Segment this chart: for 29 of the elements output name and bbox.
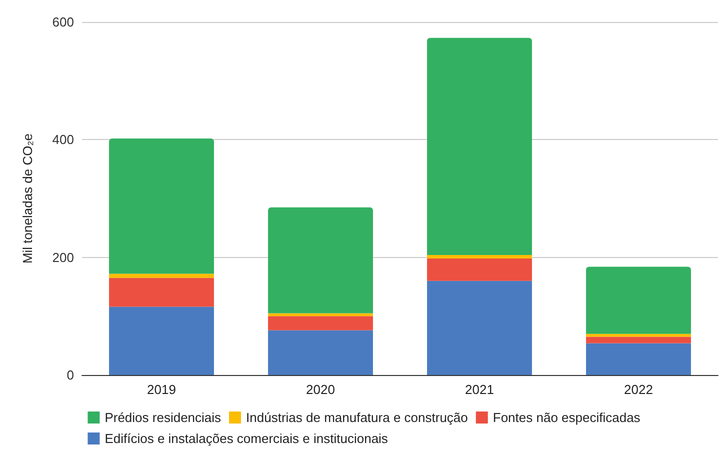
bar bbox=[427, 254, 532, 259]
legend-label: Edifícios e instalações comerciais e institucionais bbox=[104, 431, 388, 446]
legend-label: Indústrias de manufatura e construção bbox=[246, 410, 468, 425]
legend-label: Prédios residenciais bbox=[104, 410, 222, 425]
bar bbox=[427, 258, 532, 281]
bar bbox=[586, 266, 691, 334]
y-tick-label: 400 bbox=[52, 132, 74, 148]
bar bbox=[427, 38, 532, 255]
bar bbox=[109, 278, 214, 307]
x-tick-label: 2022 bbox=[624, 382, 653, 397]
bar bbox=[109, 138, 214, 274]
bar bbox=[586, 334, 691, 337]
bar bbox=[109, 306, 214, 375]
bar bbox=[109, 274, 214, 278]
bar bbox=[268, 313, 373, 316]
y-tick-label: 200 bbox=[52, 250, 74, 265]
legend-label: Fontes não especificadas bbox=[492, 410, 641, 425]
x-tick-label: 2020 bbox=[306, 382, 335, 397]
bar bbox=[268, 207, 373, 314]
y-tick-label: 600 bbox=[52, 14, 74, 30]
bar bbox=[268, 330, 373, 375]
bar bbox=[586, 336, 691, 344]
y-tick-label: 0 bbox=[66, 368, 74, 382]
y-axis-title: Mil toneladas de CO₂e bbox=[20, 133, 35, 264]
x-tick-label: 2021 bbox=[465, 382, 494, 397]
bar bbox=[268, 316, 373, 330]
x-tick-label: 2019 bbox=[147, 382, 176, 397]
bar bbox=[586, 343, 691, 375]
bar bbox=[427, 280, 532, 375]
